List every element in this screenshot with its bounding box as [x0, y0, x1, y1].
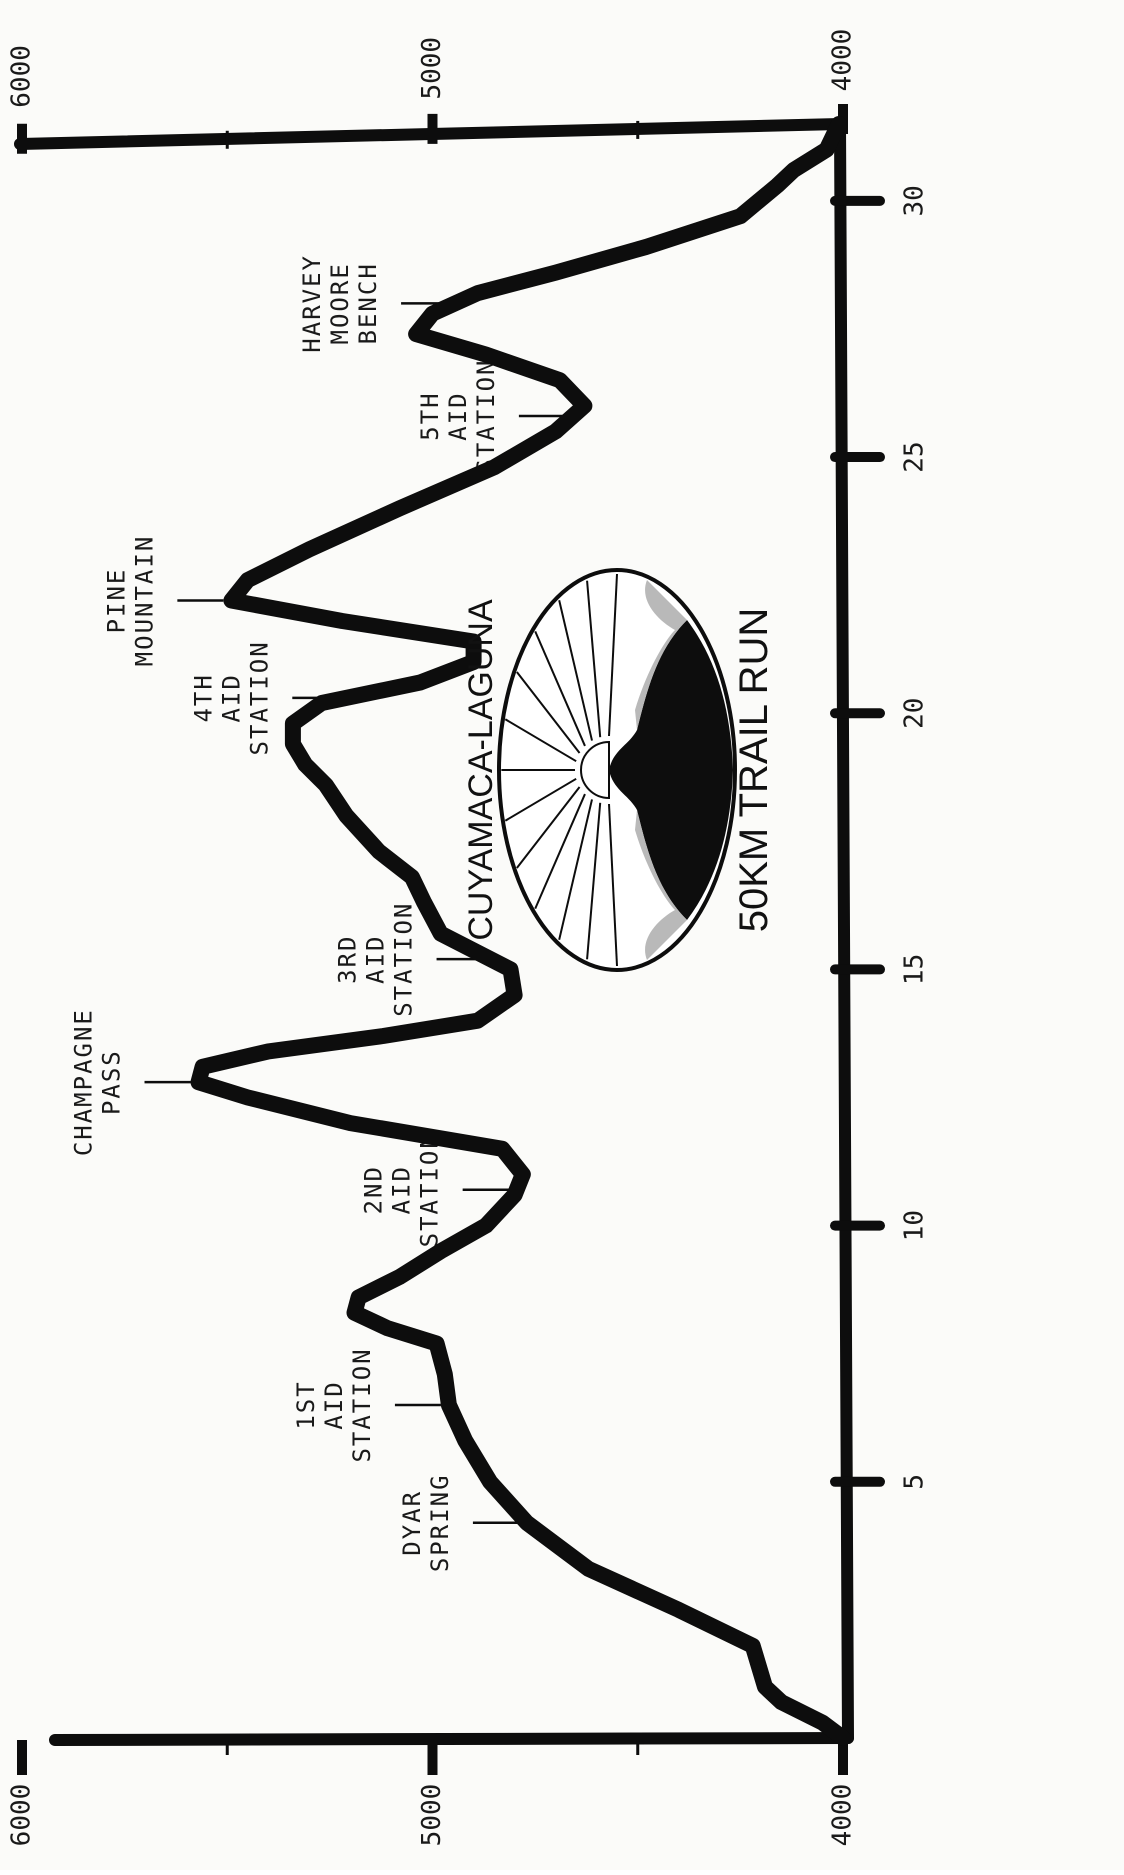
- race-logo: CUYAMACA-LAGUNA 50KM TRAIL RUN: [462, 568, 776, 972]
- logo-sun: [580, 740, 610, 800]
- right-elevation-axis: [49, 1732, 854, 1746]
- elevation-tick-label-top: 4000: [828, 29, 858, 92]
- annotation-label: 4TH: [189, 673, 217, 722]
- logo-sun-ray: [608, 803, 618, 967]
- logo-sun-ray: [586, 580, 602, 738]
- distance-tick-label: 25: [900, 441, 930, 472]
- annotation-label: PINE: [102, 568, 130, 634]
- logo-sun-ray: [534, 793, 586, 909]
- distance-tick-label: 30: [900, 185, 930, 216]
- elevation-tick-label-bottom: 5000: [417, 1784, 447, 1847]
- distance-tick-label: 5: [900, 1474, 930, 1490]
- annotation-label: 2ND: [360, 1165, 388, 1214]
- annotation-label: STATION: [390, 902, 418, 1017]
- distance-tick-label: 20: [900, 698, 930, 729]
- annotation-label: DYAR: [398, 1490, 426, 1556]
- logo-sun-ray: [586, 802, 602, 960]
- logo-bottom-text: 50KM TRAIL RUN: [732, 608, 776, 933]
- elevation-profile-line: [190, 116, 851, 1746]
- logo-sun-ray: [534, 631, 586, 747]
- annotation-label: 3RD: [334, 935, 362, 984]
- distance-tick-label: 15: [900, 954, 930, 985]
- annotation-label: MOORE: [326, 262, 354, 344]
- annotation-label: STATION: [245, 640, 273, 755]
- logo-sun-ray: [516, 671, 581, 754]
- logo-sun-ray: [558, 600, 593, 741]
- elevation-tick-label-top: 5000: [417, 37, 447, 100]
- annotation-label: STATION: [348, 1347, 376, 1462]
- elevation-tick-label-bottom: 4000: [828, 1784, 858, 1847]
- annotation-label: STATION: [416, 1132, 444, 1247]
- annotation-label: AID: [217, 673, 245, 722]
- annotation-label: BENCH: [354, 262, 382, 344]
- logo-mountain-shape: [609, 620, 733, 920]
- logo-sun-ray: [516, 786, 581, 869]
- logo-top-text: CUYAMACA-LAGUNA: [462, 599, 500, 941]
- distance-tick-label: 10: [900, 1210, 930, 1241]
- annotation-label: AID: [444, 391, 472, 440]
- elevation-tick-label-bottom: 6000: [7, 1784, 37, 1847]
- annotation-label: AID: [388, 1165, 416, 1214]
- logo-sun-ray: [608, 573, 618, 737]
- annotation-label: CHAMPAGNE: [70, 1008, 98, 1156]
- logo-sun-ray: [504, 777, 577, 822]
- annotation-label: PASS: [98, 1049, 126, 1115]
- logo-sun-ray: [504, 718, 577, 763]
- annotation-label: SPRING: [426, 1473, 454, 1572]
- annotation-label: HARVEY: [298, 254, 326, 353]
- annotation-label: STATION: [472, 358, 500, 473]
- annotation-label: MOUNTAIN: [130, 535, 158, 667]
- logo-stipple-left: [635, 810, 687, 960]
- logo-stipple-right: [635, 580, 687, 730]
- distance-axis: [834, 118, 854, 1744]
- annotation-label: AID: [320, 1380, 348, 1429]
- elevation-tick-label-top: 6000: [7, 45, 37, 108]
- annotation-label: AID: [362, 935, 390, 984]
- logo-sun-ray: [558, 799, 593, 940]
- annotation-label: 5TH: [416, 391, 444, 440]
- annotation-label: 1ST: [292, 1380, 320, 1429]
